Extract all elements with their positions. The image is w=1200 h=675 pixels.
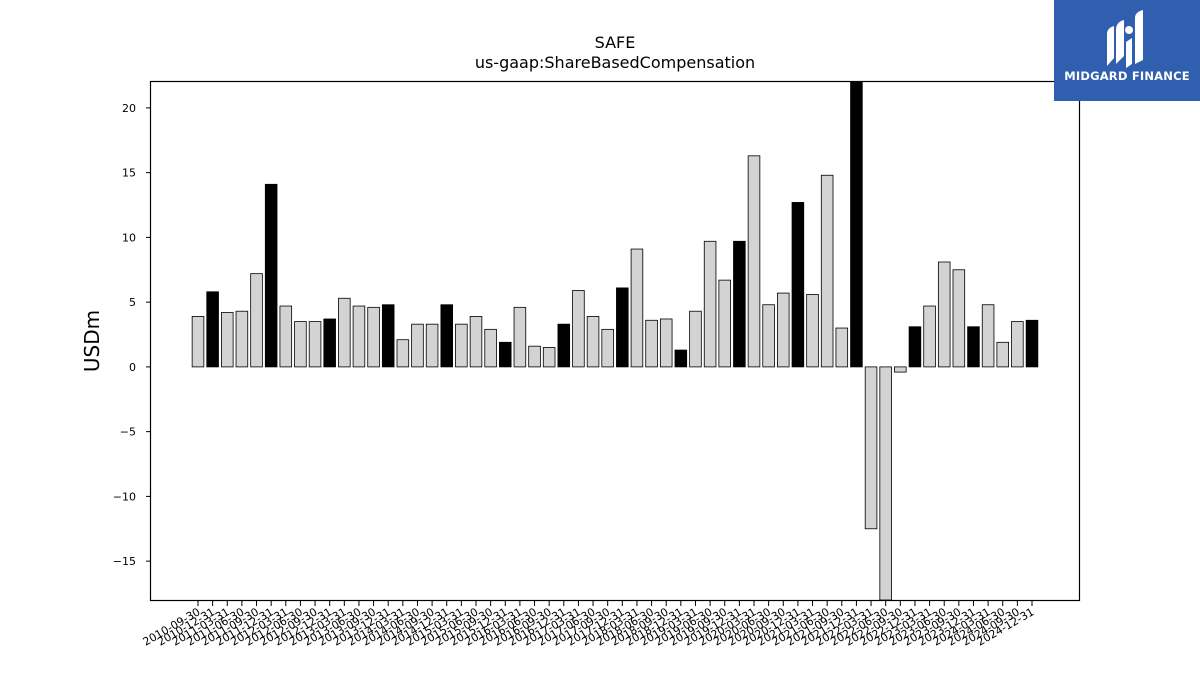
bar-2015-03-31 [455,323,468,368]
bar-2023-09-30 [952,269,966,368]
bar-2011-03-31 [221,312,234,368]
bar-2022-12-31 [908,326,922,368]
bar-2016-12-31 [557,323,571,368]
bar-2020-09-30 [777,292,790,368]
bar-2013-06-30 [352,305,366,368]
bar-2013-03-31 [338,297,351,368]
bar-2023-12-31 [967,326,980,368]
bar-2022-06-30 [879,366,892,601]
bar-2011-12-31 [264,183,278,368]
bar-2024-06-30 [996,341,1009,368]
bar-2019-12-31 [733,240,746,368]
y-tick-label: 20 [122,102,136,115]
y-tick-label: 0 [129,361,136,374]
bar-2012-06-30 [294,321,307,368]
plot-frame [149,80,1081,602]
bar-2011-09-30 [250,273,263,368]
bar-2024-12-31 [1025,319,1039,368]
bar-2022-09-30 [894,366,907,373]
bar-2010-12-31 [206,291,219,368]
bar-2016-06-30 [528,345,541,368]
y-tick-label: −15 [113,555,136,568]
bar-2012-09-30 [308,321,322,368]
bar-2020-06-30 [762,304,775,368]
bar-2014-03-31 [396,339,410,368]
bar-2017-03-31 [572,290,585,368]
y-axis-label: USDm [80,310,104,372]
bar-2011-06-30 [235,310,249,368]
bar-2022-03-31 [864,366,878,530]
bar-2021-12-31 [850,81,863,368]
bar-2018-06-30 [645,319,658,368]
y-tick-label: 5 [129,296,136,309]
bar-2024-09-30 [1011,321,1024,368]
y-axis: −15 −10 −5 0 5 10 15 20 [113,102,151,568]
bar-2019-03-31 [689,310,702,368]
bar-2021-06-30 [820,174,834,368]
bar-2019-09-30 [718,279,731,368]
bar-2018-03-31 [630,248,644,368]
bar-2015-09-30 [484,328,497,368]
bar-2023-06-30 [937,261,951,368]
bar-2016-09-30 [542,347,556,368]
y-tick-label: −10 [113,490,136,503]
logo-text: MIDGARD FINANCE [1064,69,1190,83]
y-tick-label: 15 [122,167,136,180]
bar-2023-03-31 [923,305,936,368]
y-tick-label: 10 [122,231,136,244]
bar-2013-09-30 [367,306,380,368]
midgard-finance-logo: MIDGARD FINANCE [1054,0,1200,101]
bar-2021-03-31 [806,293,819,368]
bar-series [191,81,1039,601]
bar-2024-03-31 [981,304,995,368]
bar-2018-12-31 [674,349,688,368]
bar-2013-12-31 [381,304,395,368]
bar-2017-06-30 [586,315,600,368]
chart-title: SAFE [595,33,636,52]
bar-2016-03-31 [513,306,527,368]
bar-2018-09-30 [659,318,673,368]
bar-2014-09-30 [425,323,439,368]
bar-2014-12-31 [440,304,453,368]
bar-2021-09-30 [835,327,849,368]
bar-2012-03-31 [279,305,293,368]
bar-2015-12-31 [499,341,512,368]
bar-2017-12-31 [616,287,629,368]
bar-2014-06-30 [411,323,424,368]
bar-2012-12-31 [323,318,336,368]
bar-2020-03-31 [747,155,761,368]
x-axis: 2010-09-302010-12-312011-03-312011-06-30… [141,600,1037,649]
bar-2015-06-30 [469,315,483,368]
bar-2017-09-30 [601,328,614,368]
bar-2019-06-30 [703,240,717,368]
midgard-logo-mark-icon [1107,10,1143,68]
bar-2010-09-30 [191,315,205,368]
bar-2020-12-31 [791,202,805,368]
chart-subtitle: us-gaap:ShareBasedCompensation [475,53,755,72]
y-tick-label: −5 [120,426,136,439]
